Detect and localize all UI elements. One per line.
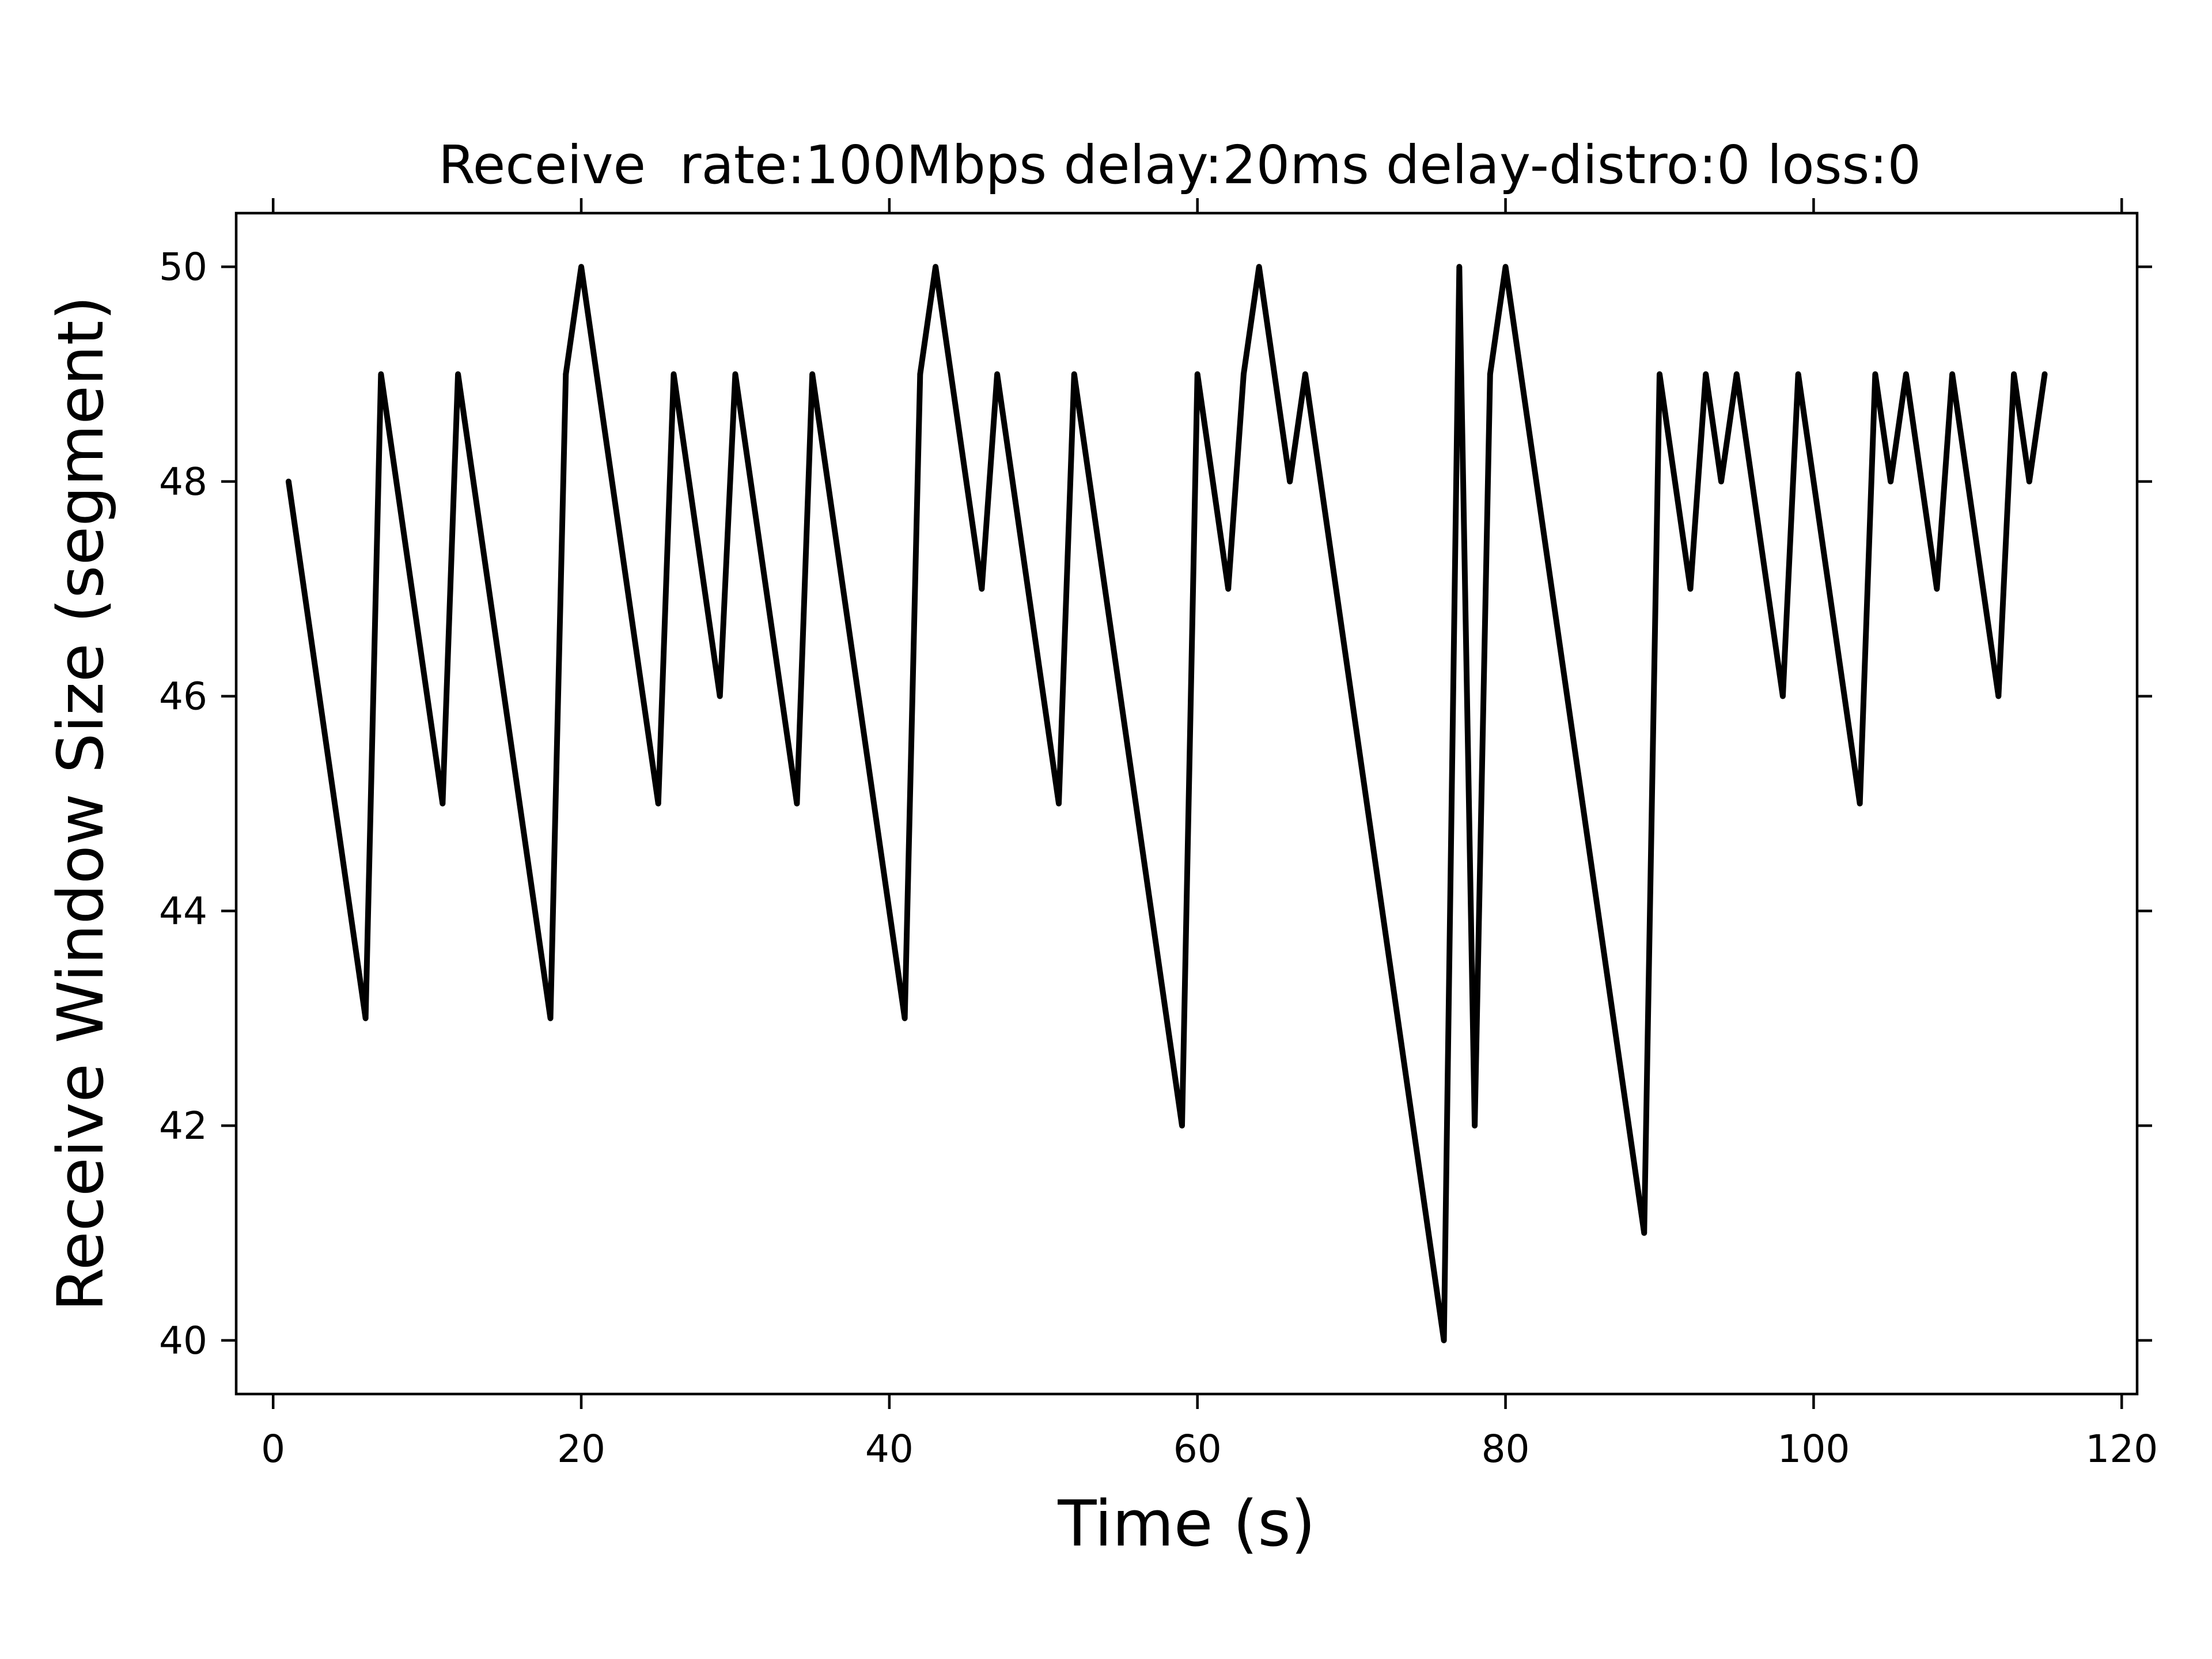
data-point [1441, 1337, 1447, 1343]
data-point [285, 478, 291, 484]
data-point [1056, 801, 1062, 806]
x-tick-label: 0 [261, 1427, 285, 1471]
data-point [1302, 371, 1308, 377]
data-point [455, 371, 461, 377]
x-tick-label: 20 [557, 1427, 605, 1471]
data-point [1903, 371, 1909, 377]
data-point [547, 1015, 554, 1021]
data-point [933, 264, 939, 270]
data-point [671, 371, 677, 377]
plot-area-frame [234, 211, 2139, 1396]
y-axis-title: Receive Window Size (segment) [44, 296, 118, 1311]
data-point [2011, 371, 2017, 377]
data-point [1888, 478, 1894, 484]
x-tick-label: 40 [865, 1427, 914, 1471]
data-point [1703, 371, 1709, 377]
data-point [378, 371, 384, 377]
data-point [1872, 371, 1878, 377]
data-point [1857, 801, 1863, 806]
x-tick-label: 60 [1173, 1427, 1222, 1471]
y-tick-label: 50 [159, 245, 207, 289]
x-tick-label: 100 [1777, 1427, 1850, 1471]
data-point [1718, 478, 1724, 484]
x-axis-ticks: 0 20 40 60 80 100 120 [261, 198, 2158, 1471]
data-point [1487, 371, 1493, 377]
data-point [1194, 371, 1200, 377]
data-point [732, 371, 738, 377]
y-tick-label: 44 [159, 889, 207, 933]
data-point [2041, 371, 2048, 377]
y-tick-label: 48 [159, 460, 207, 504]
data-point [1287, 478, 1293, 484]
data-point [1934, 586, 1940, 592]
data-point [1456, 264, 1463, 270]
data-point [1240, 371, 1247, 377]
data-point [1502, 264, 1509, 270]
data-points [285, 264, 2048, 1343]
data-point [1779, 693, 1786, 699]
data-point [362, 1015, 369, 1021]
data-point [1687, 586, 1694, 592]
data-point [917, 371, 923, 377]
y-axis-ticks: 40 42 44 46 48 50 [159, 245, 2152, 1363]
x-tick-label: 120 [2085, 1427, 2158, 1471]
data-point [1949, 371, 1956, 377]
data-point [1179, 1123, 1185, 1129]
data-point [2026, 478, 2032, 484]
y-tick-label: 46 [159, 675, 207, 719]
x-tick-label: 80 [1482, 1427, 1530, 1471]
data-point [563, 371, 569, 377]
chart-title: Receive rate:100Mbps delay:20ms delay-di… [438, 134, 1921, 196]
data-point [1256, 264, 1262, 270]
data-point [1795, 371, 1801, 377]
data-point [902, 1015, 908, 1021]
data-point [655, 801, 661, 806]
data-point [1071, 371, 1077, 377]
data-point [440, 801, 446, 806]
data-point [1656, 371, 1662, 377]
data-point [1225, 586, 1232, 592]
data-point [809, 371, 816, 377]
y-tick-label: 42 [159, 1104, 207, 1148]
data-point [578, 264, 585, 270]
data-point [794, 801, 800, 806]
data-point [1641, 1230, 1647, 1236]
data-point [1733, 371, 1740, 377]
data-point [994, 371, 1001, 377]
data-point [1472, 1123, 1478, 1129]
x-axis-title: Time (s) [1057, 1487, 1315, 1560]
data-point [1995, 693, 2002, 699]
y-tick-label: 40 [159, 1319, 207, 1363]
data-point [717, 693, 723, 699]
data-point [979, 586, 985, 592]
